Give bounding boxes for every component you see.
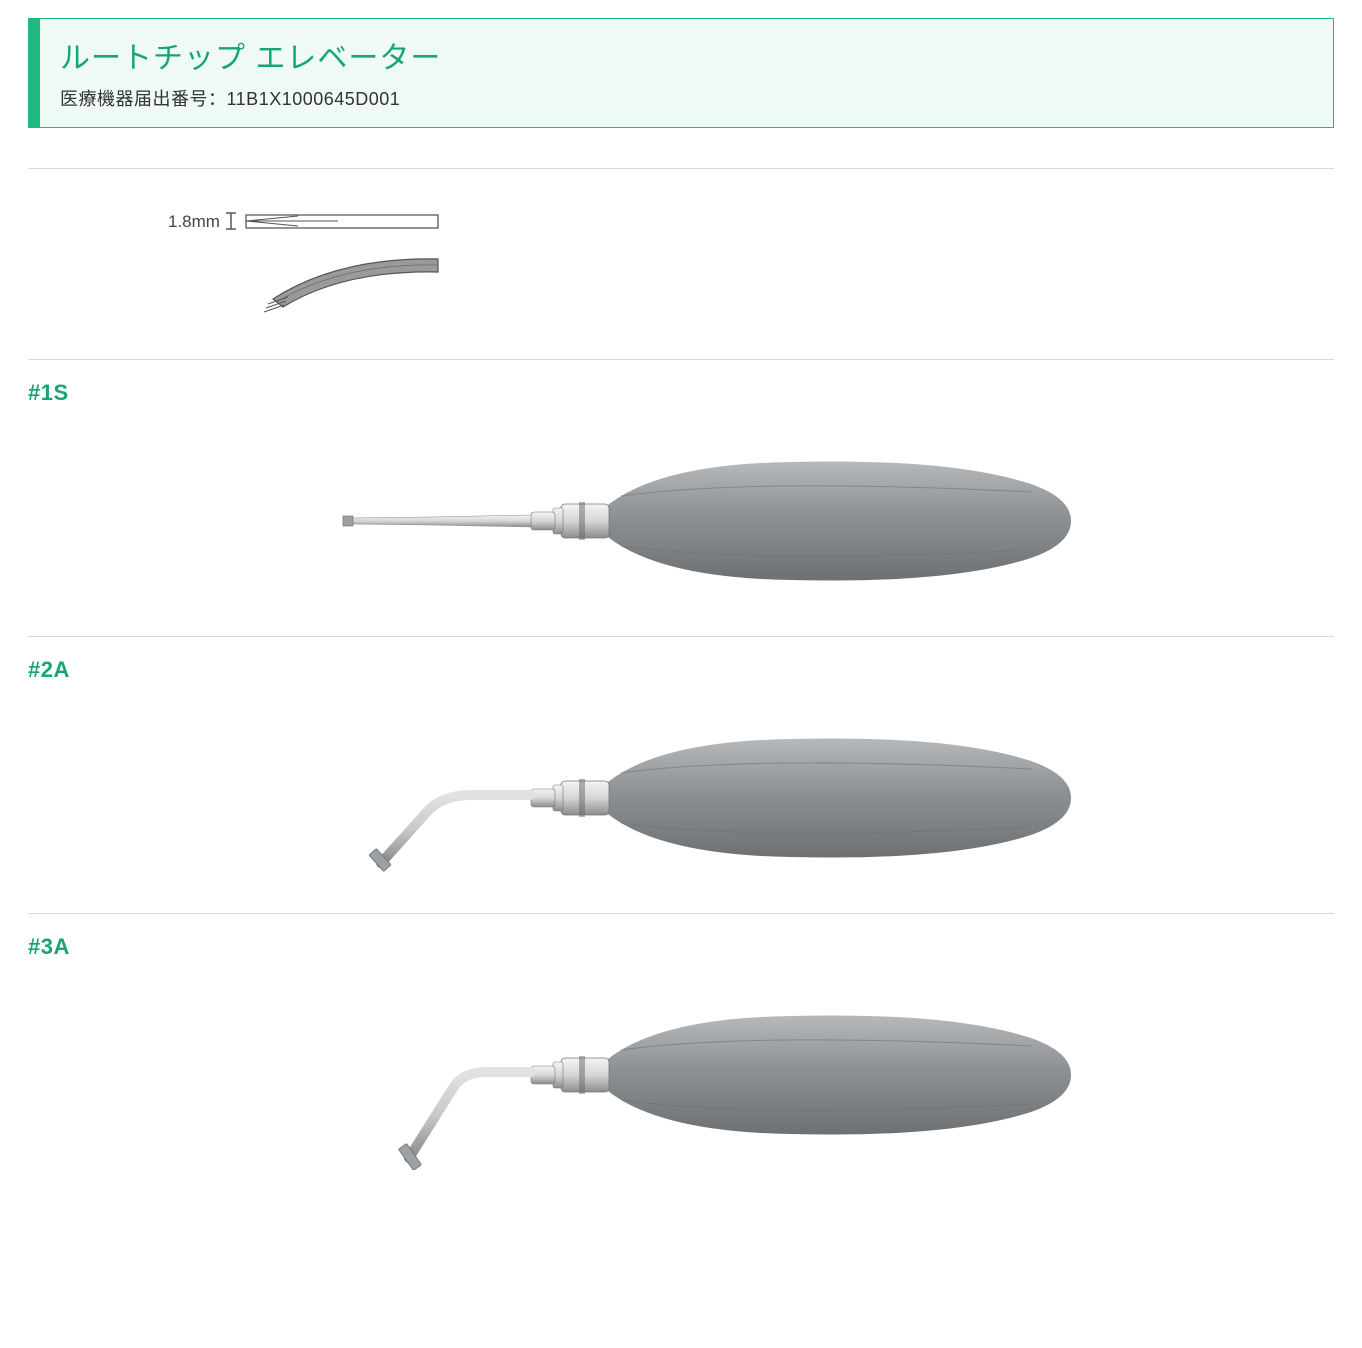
instrument-image	[28, 980, 1334, 1170]
tip-diagram-icon: 1.8mm	[138, 199, 458, 329]
instrument-code: #1S	[28, 380, 1334, 406]
instrument-code: #2A	[28, 657, 1334, 683]
instrument-section: #1S	[28, 359, 1334, 636]
tip-diagram-section: 1.8mm	[28, 168, 1334, 359]
instrument-section: #2A	[28, 636, 1334, 913]
instrument-image	[28, 703, 1334, 893]
registration-number: 医療機器届出番号：11B1X1000645D001	[60, 85, 1313, 111]
instrument-code: #3A	[28, 934, 1334, 960]
instrument-image	[28, 426, 1334, 616]
tip-measurement-text: 1.8mm	[168, 212, 220, 231]
product-title: ルートチップ エレベーター	[60, 33, 1313, 77]
product-header: ルートチップ エレベーター 医療機器届出番号：11B1X1000645D001	[28, 18, 1334, 128]
instrument-section: #3A	[28, 913, 1334, 1210]
